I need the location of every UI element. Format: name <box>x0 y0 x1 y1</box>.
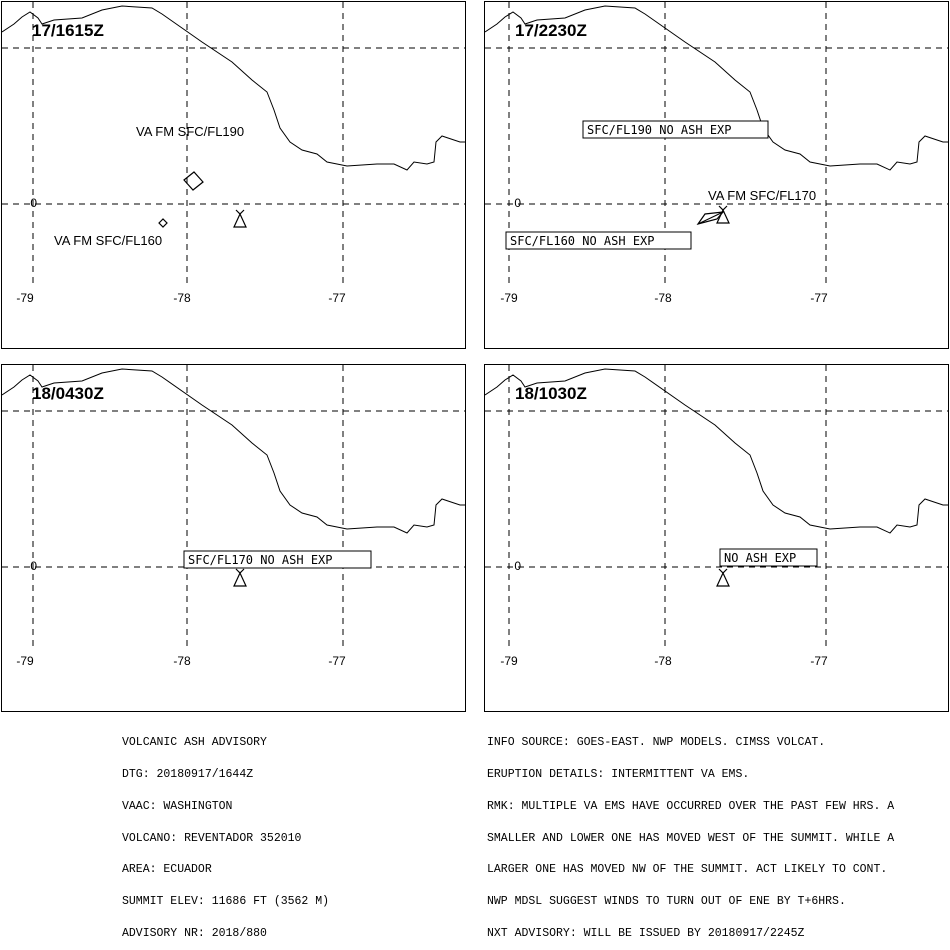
ash-area-polygon <box>183 171 204 191</box>
panel-time: 18/0430Z <box>32 384 104 403</box>
advisory-line: NWP MDSL SUGGEST WINDS TO TURN OUT OF EN… <box>487 895 846 909</box>
coastline <box>2 368 465 534</box>
lon-tick-label: -78 <box>654 291 672 305</box>
advisory-line: INFO SOURCE: GOES-EAST. NWP MODELS. CIMS… <box>487 736 826 750</box>
lat-tick-label: 0 <box>30 559 37 573</box>
advisory-line: VAAC: WASHINGTON <box>122 799 233 813</box>
advisory-line: VOLCANO: REVENTADOR 352010 <box>122 831 302 845</box>
panel-time: 17/2230Z <box>515 21 587 40</box>
lon-tick-label: -79 <box>500 654 518 668</box>
lat-tick-label: 0 <box>514 196 521 210</box>
ash-area-polygon <box>696 211 725 225</box>
coastline <box>485 5 948 171</box>
volcano-icon <box>716 205 730 224</box>
ash-label: VA FM SFC/FL170 <box>708 188 816 203</box>
ash-boxed-label: SFC/FL170 NO ASH EXP <box>188 553 333 567</box>
panel-time: 17/1615Z <box>32 21 104 40</box>
map-canvas: 17/2230Z SFC/FL190 NO ASH EXP SFC/FL160 … <box>485 2 948 305</box>
advisory-line: DTG: 20180917/1644Z <box>122 767 254 781</box>
advisory-line: SMALLER AND LOWER ONE HAS MOVED WEST OF … <box>487 831 895 845</box>
lon-tick-label: -78 <box>654 654 672 668</box>
map-canvas: 17/1615Z VA FM SFC/FL190 VA FM SFC/FL160… <box>2 2 465 305</box>
graticule <box>485 365 948 647</box>
advisory-header-block: VOLCANIC ASH ADVISORY DTG: 20180917/1644… <box>122 717 329 950</box>
ash-label-box <box>505 231 692 250</box>
ash-label: VA FM SFC/FL190 <box>136 124 244 139</box>
graticule <box>2 365 465 647</box>
ash-area-polygon <box>158 218 168 228</box>
volcano-icon <box>716 568 730 587</box>
panel-time: 18/1030Z <box>515 384 587 403</box>
ash-hatch <box>697 212 722 225</box>
advisory-line: AREA: ECUADOR <box>122 863 212 877</box>
ash-label: VA FM SFC/FL160 <box>54 233 162 248</box>
volcano-icon <box>233 209 247 228</box>
map-canvas: 18/1030Z NO ASH EXP 0 -79 -78 -77 <box>485 365 948 668</box>
advisory-line: VOLCANIC ASH ADVISORY <box>122 736 267 750</box>
advisory-line: ERUPTION DETAILS: INTERMITTENT VA EMS. <box>487 767 750 781</box>
forecast-panel-4: 18/1030Z NO ASH EXP 0 -79 -78 -77 <box>484 364 949 712</box>
advisory-line: ADVISORY NR: 2018/880 <box>122 926 267 940</box>
advisory-remarks-block: INFO SOURCE: GOES-EAST. NWP MODELS. CIMS… <box>487 717 894 950</box>
volcano-icon <box>233 568 247 587</box>
map-canvas: 18/0430Z SFC/FL170 NO ASH EXP 0 -79 -78 … <box>2 365 465 668</box>
forecast-panel-1: 17/1615Z VA FM SFC/FL190 VA FM SFC/FL160… <box>1 1 466 349</box>
lon-tick-label: -77 <box>328 654 346 668</box>
lat-tick-label: 0 <box>30 196 37 210</box>
ash-boxed-label: SFC/FL190 NO ASH EXP <box>587 123 732 137</box>
lon-tick-label: -78 <box>173 654 191 668</box>
advisory-line: SUMMIT ELEV: 11686 FT (3562 M) <box>122 895 330 909</box>
lon-tick-label: -79 <box>16 291 34 305</box>
lon-tick-label: -79 <box>500 291 518 305</box>
ash-boxed-label: NO ASH EXP <box>724 551 796 565</box>
advisory-line: RMK: MULTIPLE VA EMS HAVE OCCURRED OVER … <box>487 799 895 813</box>
lon-tick-label: -77 <box>810 654 828 668</box>
graticule <box>2 2 465 284</box>
coastline <box>2 5 465 171</box>
ash-label-box <box>582 120 769 139</box>
lat-tick-label: 0 <box>514 559 521 573</box>
advisory-line: LARGER ONE HAS MOVED NW OF THE SUMMIT. A… <box>487 863 888 877</box>
lon-tick-label: -77 <box>810 291 828 305</box>
ash-boxed-label: SFC/FL160 NO ASH EXP <box>510 234 655 248</box>
lon-tick-label: -78 <box>173 291 191 305</box>
coastline <box>485 368 948 534</box>
lon-tick-label: -79 <box>16 654 34 668</box>
advisory-line: NXT ADVISORY: WILL BE ISSUED BY 20180917… <box>487 926 805 940</box>
forecast-panel-2: 17/2230Z SFC/FL190 NO ASH EXP SFC/FL160 … <box>484 1 949 349</box>
forecast-panel-3: 18/0430Z SFC/FL170 NO ASH EXP 0 -79 -78 … <box>1 364 466 712</box>
lon-tick-label: -77 <box>328 291 346 305</box>
ash-label-box <box>183 550 372 569</box>
ash-label-box <box>719 548 818 567</box>
